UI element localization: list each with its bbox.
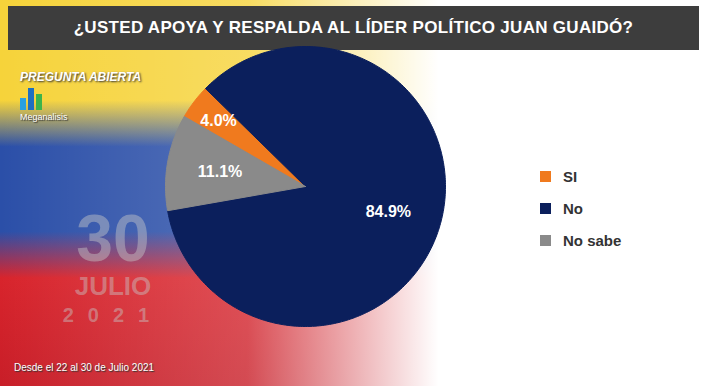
html-text:PREGUNTA ABIERTA: PREGUNTA ABIERTA [20, 70, 142, 84]
html-text:No sabe: No sabe [563, 231, 622, 249]
html-text:30: 30 [76, 201, 150, 275]
svg-text:84.9%: 84.9% [366, 203, 411, 220]
html-text:JULIO: JULIO [74, 271, 152, 301]
html-text:2021: 2021 [62, 304, 164, 326]
html-text:¿USTED APOYA Y RESPALDA AL LÍD: ¿USTED APOYA Y RESPALDA AL LÍDER POLÍTIC… [73, 18, 634, 37]
html-text:Meganalisis: Meganalisis [20, 112, 68, 122]
svg-text:11.1%: 11.1% [198, 163, 242, 180]
svg-text:4.0%: 4.0% [200, 112, 236, 129]
html-text:No: No [563, 199, 583, 217]
html-text:Desde el 22 al 30 de Julio 202: Desde el 22 al 30 de Julio 2021 [14, 362, 155, 373]
html-text:SI: SI [563, 167, 578, 185]
